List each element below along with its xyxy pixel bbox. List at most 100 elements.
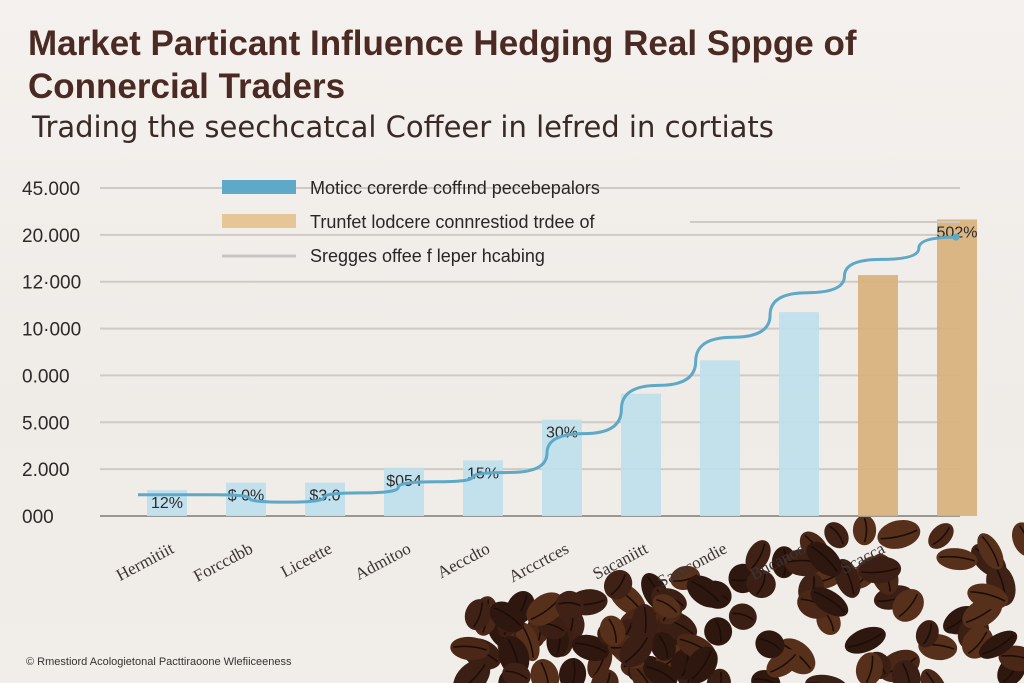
coffee-bean xyxy=(844,626,886,654)
grid-lines xyxy=(100,187,960,517)
bar-value-label: 30% xyxy=(546,425,578,442)
coffee-bean-crease xyxy=(922,623,933,645)
coffee-bean-crease xyxy=(505,670,528,680)
coffee-bean-crease xyxy=(939,555,975,562)
coffee-bean-body xyxy=(530,659,560,683)
x-tick-label: Arccrtces xyxy=(505,539,571,586)
coffee-bean-crease xyxy=(608,618,617,643)
coffee-bean-crease xyxy=(656,598,678,613)
coffee-bean-body xyxy=(891,660,921,683)
coffee-bean-crease xyxy=(716,671,723,683)
y-tick-label: 20.000 xyxy=(22,226,80,247)
coffee-bean xyxy=(755,630,785,659)
bar xyxy=(621,393,661,516)
y-tick-label: 45.000 xyxy=(22,179,80,200)
coffee-bean-body xyxy=(603,569,633,600)
coffee-bean-body xyxy=(877,519,921,549)
coffee-bean xyxy=(855,652,883,683)
coffee-bean xyxy=(706,668,731,683)
coffee-bean xyxy=(450,636,490,661)
coffee-bean xyxy=(704,617,733,646)
coffee-bean-body xyxy=(450,636,490,661)
coffee-bean-crease xyxy=(473,602,483,628)
coffee-bean-crease xyxy=(932,526,951,546)
coffee-bean-body xyxy=(464,599,492,631)
coffee-bean-crease xyxy=(813,591,846,613)
coffee-bean xyxy=(599,615,626,646)
coffee-bean-crease xyxy=(970,591,1006,602)
coffee-bean xyxy=(806,541,842,577)
coffee-bean-body xyxy=(805,674,849,683)
coffee-bean xyxy=(728,603,757,630)
coffee-bean-crease xyxy=(690,580,720,603)
coffee-bean-crease xyxy=(521,625,535,659)
coffee-bean xyxy=(453,659,491,683)
coffee-bean-body xyxy=(559,657,587,683)
coffee-bean-body xyxy=(915,620,939,648)
legend-label: Sregges offee f leper hcabing xyxy=(310,246,545,266)
coffee-bean xyxy=(650,632,676,661)
coffee-bean-crease xyxy=(847,632,883,648)
coffee-bean xyxy=(464,599,492,631)
legend-swatch xyxy=(222,180,296,194)
coffee-bean xyxy=(619,632,654,668)
coffee-bean-crease xyxy=(829,525,844,545)
coffee-bean xyxy=(936,548,978,571)
y-tick-label: 10·000 xyxy=(22,320,81,341)
coffee-bean xyxy=(590,669,619,683)
coffee-bean xyxy=(652,594,681,619)
coffee-bean-body xyxy=(571,634,610,661)
coffee-bean-crease xyxy=(540,661,550,683)
y-tick-label: 000 xyxy=(22,507,54,528)
coffee-bean-crease xyxy=(756,573,766,595)
bar xyxy=(858,275,898,516)
coffee-bean xyxy=(686,575,724,608)
coffee-bean-body xyxy=(650,632,676,661)
coffee-bean-body xyxy=(806,541,842,577)
coffee-bean xyxy=(967,583,1009,610)
coffee-bean-body xyxy=(629,662,660,683)
coffee-bean-body xyxy=(555,590,584,619)
coffee-bean-body xyxy=(1011,522,1024,557)
coffee-bean-body xyxy=(755,630,785,659)
coffee-bean xyxy=(852,515,877,546)
coffee-bean-crease xyxy=(750,543,766,570)
coffee-bean-body xyxy=(855,652,883,683)
coffee-bean-crease xyxy=(453,645,488,651)
coffee-bean-body xyxy=(967,583,1009,610)
bar xyxy=(700,360,740,516)
coffee-bean xyxy=(877,519,921,549)
coffee-bean-crease xyxy=(558,601,581,607)
coffee-bean-body xyxy=(998,645,1024,672)
coffee-bean-body xyxy=(728,603,757,630)
coffee-bean-crease xyxy=(861,567,899,574)
coffee-bean-body xyxy=(852,515,877,546)
coffee-bean-crease xyxy=(981,634,1015,655)
coffee-bean xyxy=(559,657,587,683)
bar xyxy=(463,460,503,516)
chart-subtitle: Trading the seechcatcal Coffeer in lefre… xyxy=(32,110,774,144)
coffee-bean xyxy=(824,522,849,549)
coffee-bean-body xyxy=(920,668,948,683)
coffee-bean-crease xyxy=(901,663,911,683)
coffee-bean-body xyxy=(704,617,733,646)
coffee-bean xyxy=(891,660,921,683)
coffee-bean-crease xyxy=(1018,525,1024,554)
coffee-bean xyxy=(502,662,531,683)
bar xyxy=(305,482,345,516)
coffee-bean-crease xyxy=(898,593,919,618)
coffee-bean xyxy=(858,556,902,584)
coffee-bean xyxy=(810,587,849,617)
x-tick-label: Aeccdto xyxy=(434,539,493,582)
coffee-bean-crease xyxy=(840,561,855,595)
coffee-bean xyxy=(978,630,1018,659)
coffee-bean-crease xyxy=(769,653,797,673)
coffee-bean xyxy=(643,660,678,683)
coffee-bean-body xyxy=(502,662,531,683)
coffee-bean-body xyxy=(936,548,978,571)
coffee-bean xyxy=(530,659,560,683)
coffee-bean xyxy=(915,620,939,648)
bar xyxy=(779,312,819,516)
coffee-bean-crease xyxy=(457,664,486,683)
